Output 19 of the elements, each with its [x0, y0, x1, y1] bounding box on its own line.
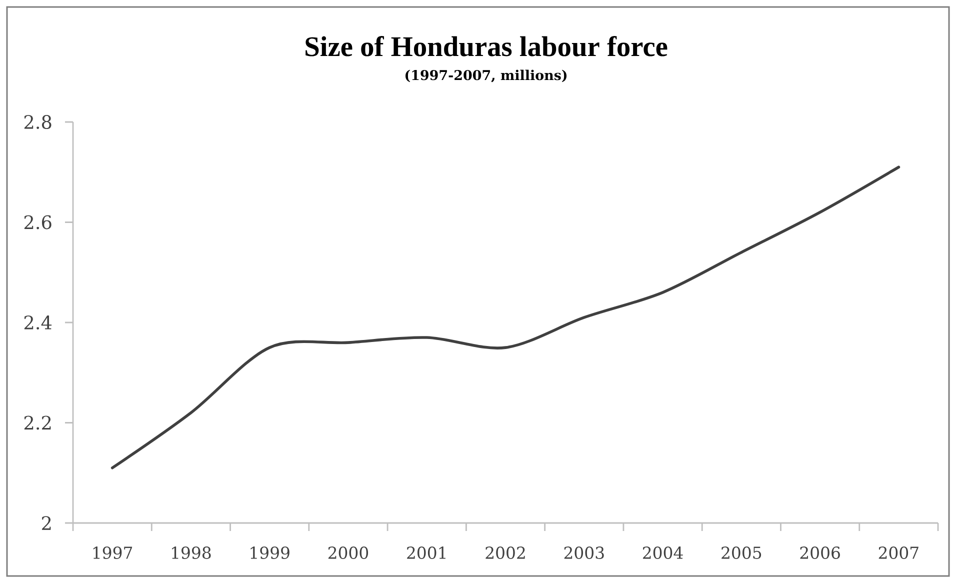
x-tick-label: 1998 — [172, 546, 211, 559]
y-tick-label: 2 — [42, 516, 51, 530]
x-tick-label: 1999 — [250, 546, 290, 559]
y-tick-label: 2.4 — [24, 316, 52, 330]
y-tick-label: 2.8 — [24, 115, 52, 129]
x-tick-label: 2001 — [407, 546, 446, 559]
x-tick-label: 2005 — [722, 546, 762, 559]
chart-title: Size of Honduras labour force — [306, 36, 668, 56]
x-tick-label: 2007 — [878, 546, 918, 559]
x-tick-label: 2000 — [328, 546, 368, 559]
x-tick-label: 2004 — [642, 546, 683, 559]
x-tick-label: 2006 — [800, 546, 840, 559]
y-tick-label: 2.2 — [24, 416, 51, 430]
x-tick-label: 2002 — [486, 546, 525, 559]
y-tick-label: 2.6 — [24, 215, 52, 230]
x-tick-label: 2003 — [564, 546, 604, 559]
chart-subtitle: (1997-2007, millions) — [406, 70, 567, 82]
line-series — [110, 166, 900, 470]
x-tick-label: 1997 — [93, 546, 132, 559]
